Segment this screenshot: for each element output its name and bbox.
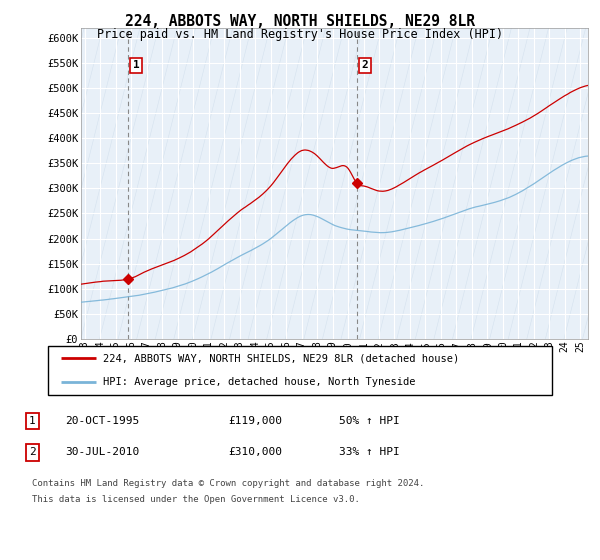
Text: £310,000: £310,000 [228, 447, 282, 458]
Text: 1: 1 [29, 416, 35, 426]
Text: 33% ↑ HPI: 33% ↑ HPI [338, 447, 400, 458]
Text: This data is licensed under the Open Government Licence v3.0.: This data is licensed under the Open Gov… [32, 494, 360, 503]
Text: Price paid vs. HM Land Registry's House Price Index (HPI): Price paid vs. HM Land Registry's House … [97, 28, 503, 41]
Text: 224, ABBOTS WAY, NORTH SHIELDS, NE29 8LR: 224, ABBOTS WAY, NORTH SHIELDS, NE29 8LR [125, 14, 475, 29]
Text: 30-JUL-2010: 30-JUL-2010 [65, 447, 140, 458]
Text: 1: 1 [133, 60, 140, 71]
Text: 2: 2 [362, 60, 368, 71]
Text: 224, ABBOTS WAY, NORTH SHIELDS, NE29 8LR (detached house): 224, ABBOTS WAY, NORTH SHIELDS, NE29 8LR… [103, 353, 460, 363]
Text: HPI: Average price, detached house, North Tyneside: HPI: Average price, detached house, Nort… [103, 377, 416, 387]
Text: 2: 2 [29, 447, 35, 458]
Text: £119,000: £119,000 [228, 416, 282, 426]
Text: Contains HM Land Registry data © Crown copyright and database right 2024.: Contains HM Land Registry data © Crown c… [32, 479, 425, 488]
Text: 20-OCT-1995: 20-OCT-1995 [65, 416, 140, 426]
Text: 50% ↑ HPI: 50% ↑ HPI [338, 416, 400, 426]
